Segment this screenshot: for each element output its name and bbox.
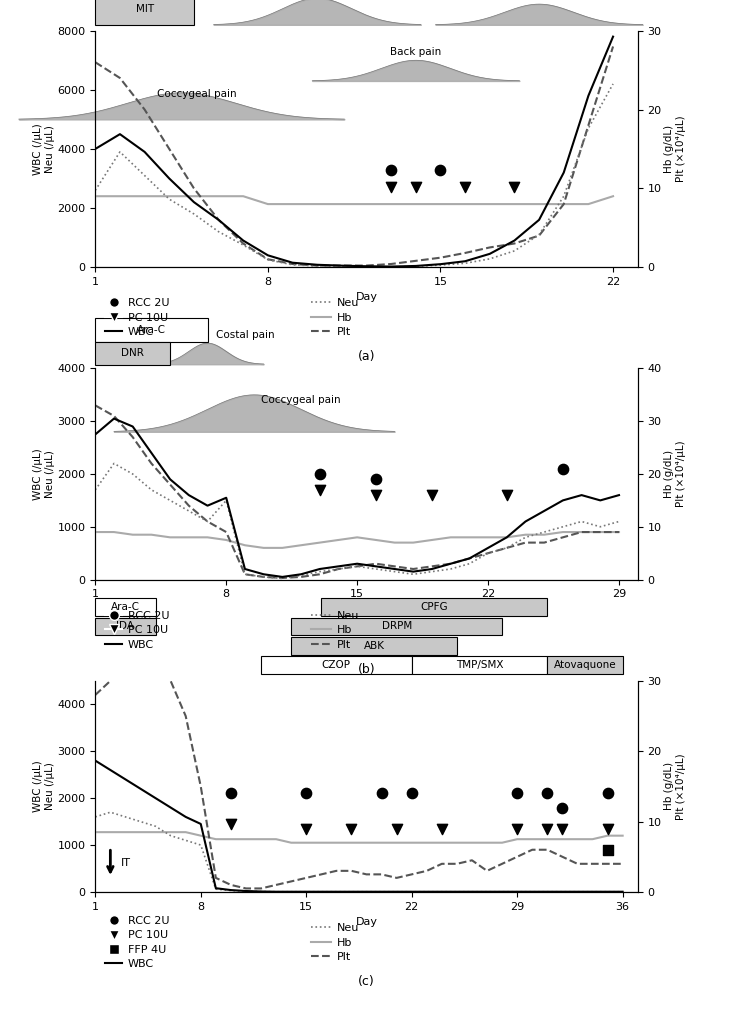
Point	[376, 785, 388, 802]
Point	[460, 179, 471, 196]
Point	[225, 785, 237, 802]
Text: Ara-C: Ara-C	[111, 602, 140, 612]
Bar	[95, 342, 170, 366]
Point	[314, 481, 325, 498]
Bar	[548, 656, 622, 674]
Text: IDA: IDA	[117, 622, 134, 632]
Point	[542, 785, 553, 802]
Text: DRPM: DRPM	[381, 622, 412, 632]
Text: ABK: ABK	[364, 641, 385, 650]
Text: Back pain: Back pain	[390, 47, 441, 57]
Point	[370, 487, 382, 504]
Y-axis label: WBC (/μL)
Neu (/μL): WBC (/μL) Neu (/μL)	[33, 761, 55, 812]
Legend: Neu, Hb, Plt: Neu, Hb, Plt	[307, 294, 364, 342]
Text: (c): (c)	[358, 975, 375, 988]
X-axis label: Day: Day	[356, 605, 377, 614]
Point	[556, 800, 568, 816]
Y-axis label: WBC (/μL)
Neu (/μL): WBC (/μL) Neu (/μL)	[33, 123, 55, 175]
Text: CPFG: CPFG	[421, 602, 448, 612]
Point	[542, 820, 553, 837]
Point	[345, 820, 357, 837]
Text: DNR: DNR	[121, 348, 144, 358]
Point	[301, 820, 312, 837]
Legend: Neu, Hb, Plt: Neu, Hb, Plt	[307, 919, 364, 967]
Point	[370, 471, 382, 487]
Text: Ara-C: Ara-C	[137, 326, 166, 335]
Bar	[291, 617, 502, 635]
Point	[410, 179, 421, 196]
Point	[509, 179, 520, 196]
Point	[557, 461, 569, 477]
Bar	[261, 656, 412, 674]
Text: Costal pain: Costal pain	[216, 330, 274, 340]
Bar	[291, 637, 457, 654]
Text: Coccygeal pain: Coccygeal pain	[261, 395, 341, 406]
Bar	[95, 318, 207, 342]
Text: MIT: MIT	[136, 3, 154, 13]
Point	[435, 162, 446, 178]
Point	[602, 785, 614, 802]
Point	[426, 487, 438, 504]
Point	[602, 842, 614, 858]
Point	[556, 820, 568, 837]
Y-axis label: Hb (g/dL)
Plt (×10⁴/μL): Hb (g/dL) Plt (×10⁴/μL)	[664, 440, 686, 507]
Point	[391, 820, 402, 837]
Y-axis label: WBC (/μL)
Neu (/μL): WBC (/μL) Neu (/μL)	[33, 449, 55, 500]
Text: CZOP: CZOP	[322, 659, 351, 670]
Point	[314, 466, 325, 482]
Text: Atovaquone: Atovaquone	[553, 659, 616, 670]
Bar	[95, 0, 194, 25]
Point	[512, 820, 523, 837]
Point	[225, 816, 237, 833]
Legend: Neu, Hb, Plt: Neu, Hb, Plt	[307, 606, 364, 654]
Text: (b): (b)	[358, 663, 375, 676]
Bar	[412, 656, 548, 674]
Point	[501, 487, 512, 504]
Point	[301, 785, 312, 802]
Point	[406, 785, 418, 802]
Bar	[95, 598, 155, 616]
X-axis label: Day: Day	[356, 918, 377, 928]
Bar	[321, 598, 548, 616]
Y-axis label: Hb (g/dL)
Plt (×10⁴/μL): Hb (g/dL) Plt (×10⁴/μL)	[664, 116, 686, 182]
Text: IT: IT	[121, 858, 131, 867]
X-axis label: Day: Day	[356, 293, 377, 302]
Text: Coccygeal pain: Coccygeal pain	[157, 89, 237, 98]
Point	[386, 162, 397, 178]
Text: (a): (a)	[358, 350, 375, 364]
Text: TMP/SMX: TMP/SMX	[456, 659, 504, 670]
Point	[386, 179, 397, 196]
Y-axis label: Hb (g/dL)
Plt (×10⁴/μL): Hb (g/dL) Plt (×10⁴/μL)	[664, 753, 686, 820]
Point	[436, 820, 448, 837]
Bar	[95, 617, 155, 635]
Point	[602, 820, 614, 837]
Point	[512, 785, 523, 802]
